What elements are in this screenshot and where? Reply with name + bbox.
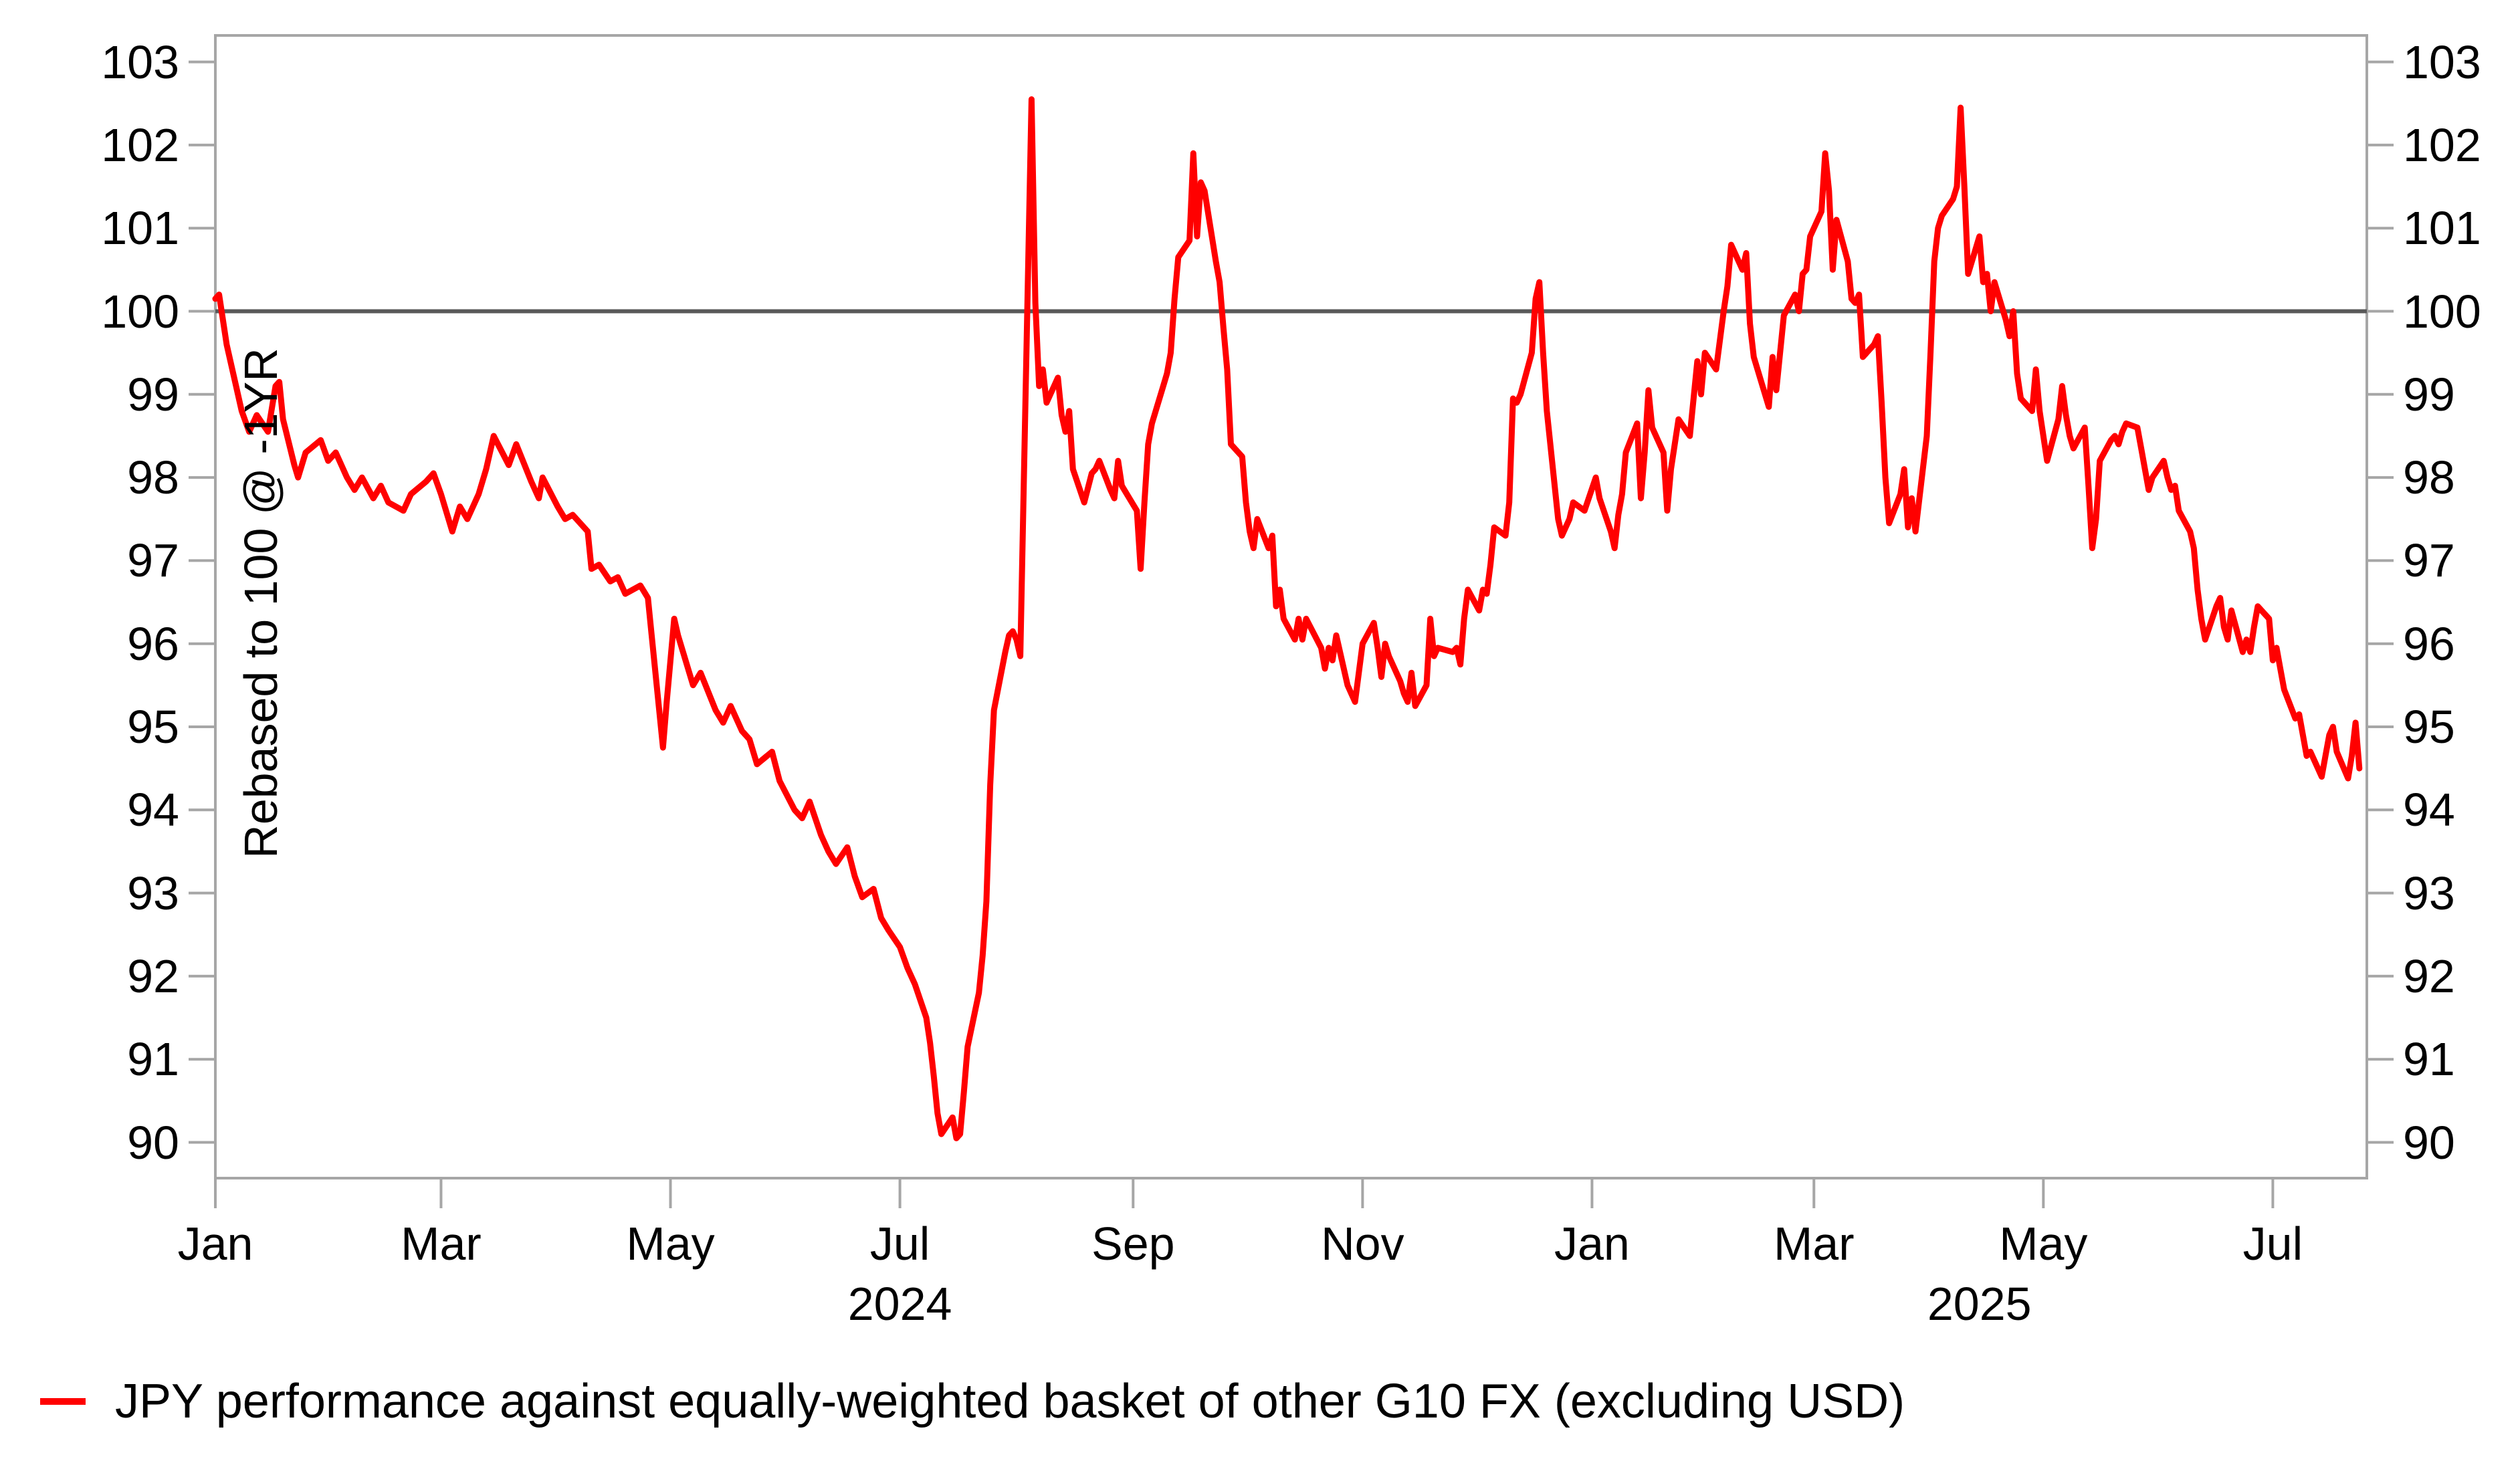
- y-tick-label-left-101: 101: [101, 202, 179, 255]
- y-tick-label-right-101: 101: [2403, 202, 2481, 255]
- jpy-series-line: [212, 96, 2363, 1141]
- y-tick-label-right-98: 98: [2403, 451, 2455, 504]
- y-tick-label-right-96: 96: [2403, 617, 2455, 670]
- x-tick-label-2024-11-01: Nov: [1321, 1218, 1404, 1270]
- y-tick-label-right-95: 95: [2403, 701, 2455, 753]
- y-tick-label-left-103: 103: [101, 35, 179, 88]
- y-tick-label-right-99: 99: [2403, 368, 2455, 421]
- y-tick-label-left-90: 90: [127, 1116, 179, 1169]
- y-tick-label-right-102: 102: [2403, 118, 2481, 171]
- y-tick-label-left-95: 95: [127, 701, 179, 753]
- legend: JPY performance against equally-weighted…: [40, 1375, 1905, 1428]
- x-tick-label-2025-01-01: Jan: [1554, 1218, 1630, 1270]
- x-tick-label-2024-09-01: Sep: [1091, 1218, 1175, 1270]
- y-axis-title: Rebased to 100 @ -1YR: [234, 348, 287, 859]
- x-tick-label-2024-05-01: May: [626, 1218, 715, 1270]
- x-tick-label-2025-07-01: Jul: [2242, 1218, 2303, 1270]
- plot-frame: [214, 34, 2368, 1179]
- x-tick-label-2025-05-01: May: [1999, 1218, 2088, 1270]
- y-tick-label-right-91: 91: [2403, 1033, 2455, 1086]
- x-tick-label-2024-01-01: Jan: [177, 1218, 253, 1270]
- y-tick-label-left-93: 93: [127, 867, 179, 919]
- y-tick-label-left-102: 102: [101, 118, 179, 171]
- y-tick-label-left-94: 94: [127, 784, 179, 836]
- y-tick-label-right-103: 103: [2403, 35, 2481, 88]
- y-tick-label-left-100: 100: [101, 285, 179, 338]
- x-tick-label-2024-07-01: Jul: [869, 1218, 930, 1270]
- y-tick-label-right-97: 97: [2403, 534, 2455, 587]
- y-tick-label-left-98: 98: [127, 451, 179, 504]
- y-tick-label-left-92: 92: [127, 949, 179, 1002]
- legend-label: JPY performance against equally-weighted…: [115, 1375, 1905, 1428]
- x-tick-label-2025-03-01: Mar: [1773, 1218, 1855, 1270]
- y-tick-label-right-90: 90: [2403, 1116, 2455, 1169]
- legend-line-swatch: [40, 1398, 86, 1405]
- y-tick-label-left-99: 99: [127, 368, 179, 421]
- y-tick-label-right-93: 93: [2403, 867, 2455, 919]
- y-tick-label-right-94: 94: [2403, 784, 2455, 836]
- year-label-2025: 2025: [1927, 1278, 2032, 1330]
- axis-ticks: [189, 60, 2394, 1208]
- x-tick-label-2024-03-01: Mar: [401, 1218, 482, 1270]
- y-tick-label-left-96: 96: [127, 617, 179, 670]
- y-tick-label-right-100: 100: [2403, 285, 2481, 338]
- y-tick-label-left-91: 91: [127, 1033, 179, 1086]
- y-tick-label-left-97: 97: [127, 534, 179, 587]
- year-label-2024: 2024: [847, 1278, 952, 1330]
- y-tick-label-right-92: 92: [2403, 949, 2455, 1002]
